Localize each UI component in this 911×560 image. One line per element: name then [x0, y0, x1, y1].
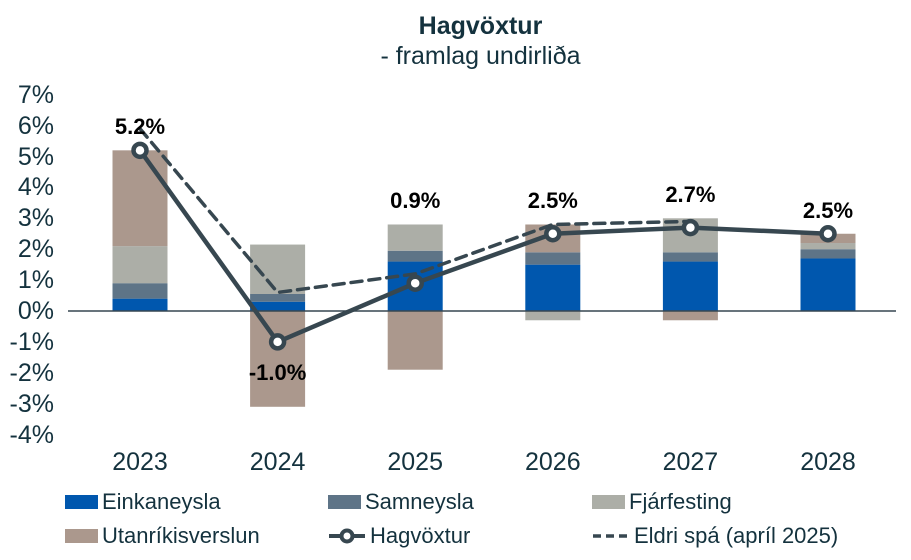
y-tick-label: 0% — [17, 297, 54, 325]
data-label-2026: 2.5% — [527, 188, 578, 214]
legend-item-samneysla: Samneysla — [328, 488, 474, 516]
legend-dashed-line-icon — [593, 534, 629, 538]
y-tick-label: 2% — [17, 235, 54, 264]
x-axis-label-2028: 2028 — [800, 448, 856, 476]
legend-label: Eldri spá (apríl 2025) — [634, 523, 839, 548]
bar-segment-einkaneysla-2027 — [662, 261, 718, 311]
y-tick-label: 6% — [17, 111, 54, 140]
legend-label: Hagvöxtur — [370, 523, 471, 548]
legend-label: Einkaneysla — [102, 489, 221, 514]
bar-segment-samneysla-2027 — [662, 252, 718, 262]
legend-swatch-icon — [65, 529, 98, 543]
y-tick-label: 5% — [17, 142, 54, 171]
bar-segment-utanríkisverslun-2025 — [387, 311, 443, 370]
bar-segment-samneysla-2028 — [800, 249, 856, 259]
legend-swatch-icon — [592, 495, 625, 509]
x-axis-label-2023: 2023 — [112, 448, 168, 476]
forecast-dashed-line — [138, 126, 693, 295]
legend-swatch-icon — [65, 495, 98, 509]
legend-label: Utanríkisverslun — [102, 523, 260, 548]
legend-label: Fjárfesting — [629, 489, 732, 514]
x-axis-label-2027: 2027 — [662, 448, 719, 476]
y-tick-label: 7% — [17, 80, 54, 109]
legend-item-fj-rfesting: Fjárfesting — [592, 488, 732, 516]
bar-segment-einkaneysla-2028 — [800, 258, 856, 311]
bar-segment-fjárfesting-2028 — [800, 243, 856, 250]
y-tick-label: 4% — [17, 173, 54, 202]
x-axis-label-2025: 2025 — [387, 448, 443, 476]
y-tick-label: 3% — [17, 204, 54, 233]
legend-line-marker-icon — [329, 528, 365, 544]
bar-segment-fjárfesting-2025 — [387, 224, 443, 251]
bar-segment-samneysla-2025 — [387, 250, 443, 262]
data-label-2028: 2.5% — [802, 197, 854, 223]
bar-segment-samneysla-2023 — [112, 283, 168, 299]
legend-item-utanr-kisverslun: Utanríkisverslun — [65, 522, 260, 550]
line-marker-2024 — [268, 333, 287, 351]
data-label-2025: 0.9% — [390, 188, 441, 214]
bar-segment-einkaneysla-2023 — [112, 298, 168, 311]
x-axis-label-2026: 2026 — [524, 448, 581, 476]
y-tick-label: -2% — [9, 358, 54, 387]
bar-segment-utanríkisverslun-2027 — [662, 311, 718, 321]
line-marker-2025 — [406, 274, 424, 292]
data-label-2027: 2.7% — [665, 182, 716, 208]
x-axis-label-2024: 2024 — [249, 448, 306, 476]
legend-item-einkaneysla: Einkaneysla — [65, 488, 221, 516]
bar-segment-utanríkisverslun-2024 — [250, 311, 306, 407]
growth-line — [137, 148, 831, 345]
line-marker-2023 — [131, 141, 149, 160]
bar-segment-samneysla-2024 — [250, 294, 306, 302]
bar-segment-utanríkisverslun-2023 — [112, 150, 168, 247]
bar-segment-samneysla-2026 — [525, 252, 581, 265]
y-tick-label: -3% — [9, 389, 54, 418]
y-tick-label: -1% — [9, 327, 54, 356]
bar-segment-einkaneysla-2024 — [250, 301, 306, 311]
legend-label: Samneysla — [365, 489, 474, 514]
line-marker-2028 — [819, 225, 837, 243]
data-label-2023: 5.2% — [114, 114, 166, 140]
line-marker-2026 — [544, 225, 562, 243]
chart-title: Hagvöxtur — [418, 12, 543, 40]
data-label-2024: -1.0% — [248, 359, 307, 385]
bar-segment-fjárfesting-2023 — [112, 246, 168, 284]
y-tick-label: 1% — [17, 266, 54, 295]
legend-item-hagv-xtur: Hagvöxtur — [328, 522, 470, 550]
chart-subtitle: - framlag undirliða — [380, 42, 581, 70]
line-marker-2027 — [681, 218, 700, 237]
bar-segment-einkaneysla-2026 — [525, 264, 581, 311]
y-tick-label: -4% — [9, 420, 54, 449]
legend-swatch-icon — [328, 495, 361, 509]
legend-item-eldri-sp-apr-l-2025-: Eldri spá (apríl 2025) — [592, 522, 838, 550]
bar-segment-fjárfesting-2026 — [525, 311, 581, 321]
